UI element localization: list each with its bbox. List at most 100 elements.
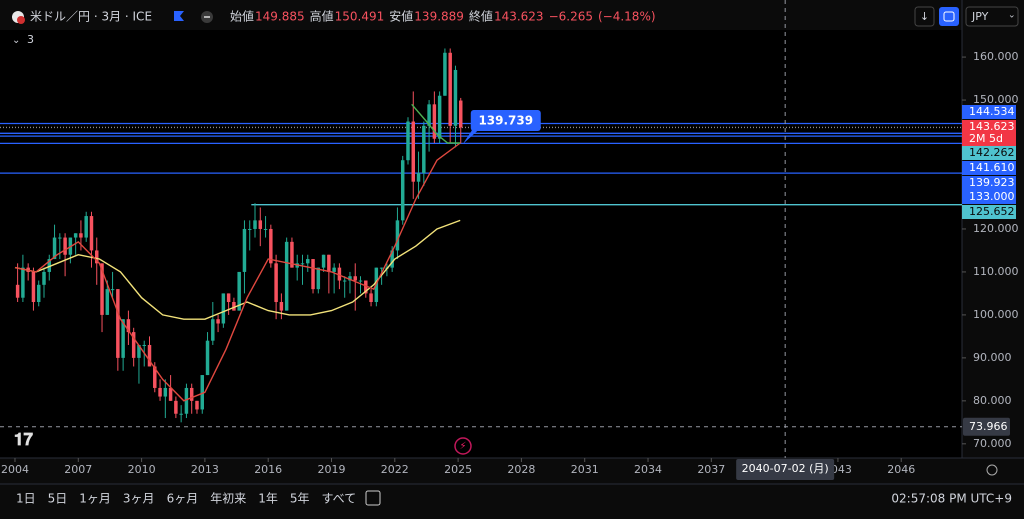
candle-body [316, 267, 321, 290]
tv-logo: 𝟏𝟕 [14, 430, 33, 450]
date-range-icon[interactable] [365, 490, 381, 506]
candle-body [459, 100, 463, 128]
price-label-box [962, 146, 1016, 160]
range-button[interactable]: 3ヶ月 [123, 492, 155, 506]
price-label-box [962, 132, 1016, 146]
symbol-icon [17, 16, 25, 24]
candle-body [79, 233, 83, 238]
x-tick-label: 2028 [507, 463, 535, 476]
range-toolbar: 1日 5日 1ヶ月 3ヶ月 6ヶ月 年初来 1年 5年 すべて [16, 492, 356, 506]
clock: 02:57:08 PM UTC+9 [891, 492, 1012, 506]
range-button[interactable]: すべて [322, 492, 357, 506]
candle-body [189, 387, 194, 401]
candle-body [126, 319, 131, 333]
y-tick-label: 110.000 [973, 265, 1019, 278]
currency: JPY [971, 10, 989, 23]
indicator-count[interactable]: 3 [27, 33, 34, 46]
settings-icon[interactable] [986, 464, 998, 476]
range-button[interactable]: 1日 [16, 492, 36, 506]
candle-body [110, 289, 115, 291]
moving-average [14, 219, 461, 320]
candle-body [364, 280, 368, 294]
price-label: 144.534 [969, 105, 1015, 118]
candle-body [406, 121, 410, 161]
candle-body [73, 233, 78, 238]
candle-body [274, 263, 278, 303]
candle-body [284, 241, 289, 311]
candle-body [253, 220, 257, 229]
close-label: 終値 [469, 9, 493, 24]
price-label-box [962, 161, 1016, 175]
price-label-box [962, 205, 1016, 219]
candle-body [269, 228, 273, 264]
moving-average [411, 103, 461, 144]
download-button[interactable] [914, 6, 935, 27]
flag-icon[interactable] [174, 11, 184, 21]
plot-area [0, 30, 962, 458]
high-label: 高値 [310, 9, 334, 24]
candle-body [211, 319, 215, 341]
candle-body [358, 280, 363, 282]
candle-body [147, 344, 152, 367]
candle-body [31, 271, 36, 303]
candle-body [58, 237, 62, 239]
candle-body [100, 263, 104, 315]
candle-body [263, 228, 268, 230]
open: 149.885 [255, 10, 305, 24]
x-tick-label: 2004 [1, 463, 29, 476]
events-icon[interactable] [454, 437, 472, 455]
tooltip-label: 139.739 [478, 114, 533, 128]
events-icon: ⚡ [459, 441, 466, 452]
range-button[interactable]: 年初来 [210, 492, 246, 506]
candle-body [327, 254, 331, 272]
candle-body [290, 241, 294, 268]
open-label: 始値 [230, 9, 254, 24]
range-button[interactable]: 1年 [258, 492, 278, 506]
candle-body [306, 259, 310, 264]
candle-body [379, 267, 384, 269]
close: 143.623 [494, 10, 544, 24]
candle-body [337, 267, 342, 281]
candle-body [52, 237, 57, 260]
candle-body [221, 293, 226, 324]
crosshair-y-label: 73.966 [969, 420, 1008, 433]
range-button[interactable]: 1ヶ月 [79, 492, 111, 506]
candle-body [416, 173, 421, 182]
download-icon: ↓ [920, 10, 929, 23]
candle-body [137, 344, 141, 358]
candle-body [342, 280, 347, 282]
candle-body [184, 387, 189, 414]
candle-body [21, 267, 25, 298]
symbol[interactable]: 米ドル／円 · 3月 · ICE [30, 10, 152, 24]
candle-body [348, 276, 352, 281]
x-tick-label: 2016 [254, 463, 282, 476]
x-tick-label: 2034 [634, 463, 662, 476]
crosshair-x-box [736, 459, 835, 480]
candle-body [116, 289, 120, 358]
x-tick-label: 2019 [317, 463, 345, 476]
candle-body [200, 375, 204, 410]
candle-body [247, 228, 252, 230]
range-button[interactable]: 6ヶ月 [167, 492, 199, 506]
range-button[interactable]: 5日 [48, 492, 68, 506]
candle-body [216, 319, 220, 324]
currency-button[interactable] [965, 6, 1019, 27]
price-label-box [962, 176, 1016, 190]
candle-body [121, 319, 125, 358]
chevron: ⌄ [1008, 11, 1016, 21]
low-label: 安値 [389, 9, 413, 24]
candle-body [105, 289, 110, 315]
range-button[interactable]: 5年 [290, 492, 310, 506]
y-tick-label: 90.000 [973, 351, 1012, 364]
y-tick-label: 80.000 [973, 394, 1012, 407]
sync-button[interactable] [939, 7, 959, 26]
candle-body [311, 259, 315, 290]
price-label: 143.623 [969, 120, 1015, 133]
price-label: 142.262 [969, 146, 1015, 159]
x-tick-label: 2007 [64, 463, 92, 476]
ohlc-values: 始値 149.885 高値 150.491 安値 139.889 終値 143.623 −6.2… [230, 9, 656, 24]
candle-body [63, 237, 67, 255]
chevron[interactable]: ⌄ [12, 35, 20, 46]
candle-body [395, 220, 400, 251]
x-tick-label: 2010 [128, 463, 156, 476]
